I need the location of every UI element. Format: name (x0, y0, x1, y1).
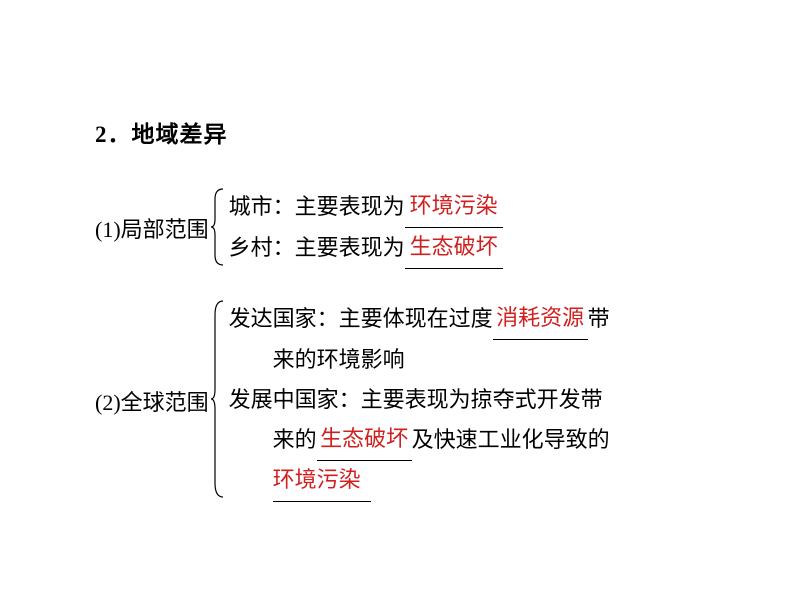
developed-line-2: 来的环境影响 (229, 340, 610, 380)
city-fill: 环境污染 (410, 193, 498, 218)
developing-blank-2: 环境污染 (273, 461, 371, 502)
developing-cont-prefix: 来的 (273, 427, 317, 452)
section-2: (2)全球范围 发达国家：主要体现在过度消耗资源带 来的环境影响 发展中国家：主… (95, 299, 735, 502)
developing-fill-2: 环境污染 (273, 467, 361, 492)
developing-line-1: 发展中国家：主要表现为掠夺式开发带 (229, 380, 610, 420)
brace-icon (209, 187, 225, 267)
developed-blank: 消耗资源 (493, 299, 588, 340)
section-1-city-line: 城市：主要表现为环境污染 (229, 187, 503, 228)
brace-icon (209, 299, 225, 499)
city-prefix: 城市：主要表现为 (229, 194, 405, 219)
developed-cont: 来的环境影响 (273, 347, 405, 372)
section-1: (1)局部范围 城市：主要表现为环境污染 乡村：主要表现为生态破坏 (95, 187, 735, 269)
developed-suffix: 带 (588, 306, 610, 331)
developed-fill: 消耗资源 (496, 305, 584, 330)
section-heading: 2．地域差异 (95, 115, 735, 149)
developing-prefix: 发展中国家：主要表现为掠夺式开发带 (229, 387, 603, 412)
section-2-label: (2)全球范围 (95, 385, 209, 417)
section-1-label: (1)局部范围 (95, 212, 209, 244)
developed-prefix: 发达国家：主要体现在过度 (229, 306, 493, 331)
developing-cont-suffix: 及快速工业化导致的 (412, 427, 610, 452)
developing-blank-1: 生态破坏 (317, 420, 412, 461)
village-fill: 生态破坏 (410, 234, 498, 259)
developing-line-2: 来的生态破坏及快速工业化导致的 (229, 420, 610, 461)
village-blank: 生态破坏 (405, 228, 503, 269)
developed-line-1: 发达国家：主要体现在过度消耗资源带 (229, 299, 610, 340)
village-prefix: 乡村：主要表现为 (229, 235, 405, 260)
city-blank: 环境污染 (405, 187, 503, 228)
section-1-village-line: 乡村：主要表现为生态破坏 (229, 228, 503, 269)
developing-fill-1: 生态破坏 (320, 426, 408, 451)
developing-line-3: 环境污染 (229, 461, 610, 502)
